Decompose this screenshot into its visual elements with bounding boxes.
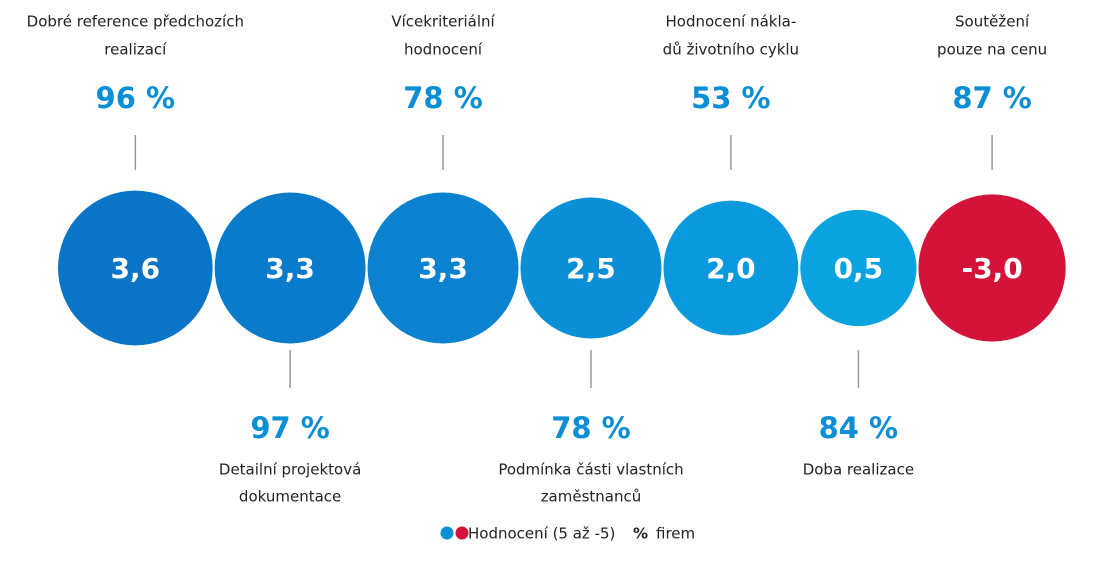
category-label: Vícekriteriální <box>391 13 495 31</box>
category-label: Podmínka části vlastních <box>498 461 683 479</box>
category-label: realizací <box>104 41 167 59</box>
percentage-label: 87 % <box>952 81 1032 115</box>
category-label: pouze na cenu <box>937 41 1047 59</box>
bubble <box>918 194 1066 342</box>
bubble <box>800 209 917 327</box>
legend-dot <box>455 526 469 540</box>
legend-label: firem <box>656 525 695 543</box>
category-label: Hodnocení nákla- <box>666 13 797 31</box>
category-label: hodnocení <box>404 41 483 59</box>
legend-symbol: % <box>633 525 648 543</box>
category-label: Detailní projektová <box>219 461 361 479</box>
bubble-label: 2,5 <box>566 252 616 285</box>
bubble-label: 3,6 <box>111 252 161 285</box>
category-label: dů životního cyklu <box>663 41 799 59</box>
bubble <box>58 190 213 346</box>
bubble-label: -3,0 <box>961 252 1022 285</box>
percentage-label: 97 % <box>250 411 330 445</box>
bubble-label: 3,3 <box>265 252 315 285</box>
category-label: Doba realizace <box>803 461 914 479</box>
percentage-label: 78 % <box>403 81 483 115</box>
bubble <box>663 200 799 336</box>
bubble <box>520 197 662 339</box>
bubble-label: 2,0 <box>706 252 756 285</box>
bubble-label: 0,5 <box>834 252 884 285</box>
percentage-label: 96 % <box>96 81 176 115</box>
legend-label: Hodnocení (5 až -5) <box>468 525 615 543</box>
category-label: Soutěžení <box>955 13 1030 31</box>
bubble <box>367 192 519 344</box>
legend-dot <box>440 526 454 540</box>
percentage-label: 84 % <box>819 411 899 445</box>
percentage-label: 78 % <box>551 411 631 445</box>
bubble <box>214 192 366 344</box>
category-label: dokumentace <box>239 488 341 506</box>
category-label: Dobré reference předchozích <box>27 13 244 31</box>
bubble-label: 3,3 <box>418 252 468 285</box>
category-label: zaměstnanců <box>541 488 642 506</box>
percentage-label: 53 % <box>691 81 771 115</box>
